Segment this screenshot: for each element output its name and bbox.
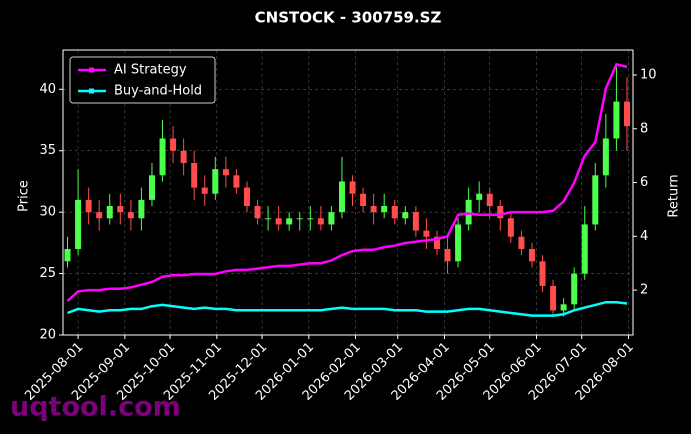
candle-body: [191, 163, 198, 188]
candle-body: [106, 206, 113, 219]
line-series: [67, 300, 628, 317]
plot-frame: [62, 49, 634, 336]
candle-body: [286, 218, 293, 225]
chart-title: CNSTOCK - 300759.SZ: [255, 9, 442, 27]
candle-body: [455, 224, 462, 262]
candle-body: [581, 224, 588, 274]
candle-body: [592, 175, 599, 225]
candle-body: [550, 285, 557, 311]
candle-body: [391, 206, 398, 219]
candle-body: [476, 193, 483, 200]
y-axis-label: Price: [17, 180, 32, 212]
candle-body: [497, 206, 504, 219]
y2-tick-label: 4: [640, 229, 648, 244]
candle-body: [296, 218, 303, 220]
candle-body: [75, 199, 82, 250]
legend-label: Buy-and-Hold: [114, 84, 202, 99]
candle-body: [507, 218, 514, 237]
candle-body: [127, 212, 134, 219]
candle-body: [338, 181, 345, 213]
candle-body: [317, 218, 324, 225]
candle-body: [159, 138, 166, 176]
candle-body: [96, 212, 103, 219]
candle-body: [307, 218, 314, 220]
candle-body: [412, 212, 419, 231]
candle-body: [64, 249, 71, 262]
y-tick-label: 20: [39, 328, 56, 343]
candle-body: [180, 150, 187, 164]
candle-body: [602, 138, 609, 176]
candle-body: [486, 193, 493, 207]
candle-body: [170, 138, 177, 151]
y-tick-label: 40: [39, 82, 56, 97]
candle-body: [148, 175, 155, 200]
candle-body: [222, 169, 229, 176]
y2-tick-label: 6: [640, 175, 648, 190]
candle-body: [370, 206, 377, 213]
candle-body: [328, 212, 335, 225]
y-tick-label: 30: [39, 205, 56, 220]
candle-body: [518, 236, 525, 250]
y2-tick-label: 10: [640, 68, 657, 83]
candle-body: [623, 101, 630, 127]
candle-body: [465, 199, 472, 225]
candle-body: [85, 199, 92, 213]
candle-body: [265, 218, 272, 220]
y-tick-label: 25: [39, 266, 56, 281]
candle-body: [613, 101, 620, 139]
candle-body: [528, 249, 535, 262]
candle-body: [275, 218, 282, 225]
candle-body: [360, 193, 367, 207]
candle-body: [233, 175, 240, 188]
candle-body: [433, 236, 440, 250]
candle-body: [243, 187, 250, 207]
legend-box: [69, 56, 216, 104]
candle-body: [423, 230, 430, 237]
candle-body: [138, 199, 145, 219]
y2-axis-label: Return: [667, 174, 682, 217]
candle-body: [117, 206, 124, 213]
candle-body: [402, 212, 409, 219]
legend-label: AI Strategy: [114, 63, 187, 78]
candle-body: [571, 273, 578, 305]
candle-body: [444, 249, 451, 262]
y2-tick-label: 2: [640, 283, 648, 298]
candle-body: [201, 187, 208, 194]
watermark: uqtool.com: [10, 392, 181, 423]
y-tick-label: 35: [39, 143, 56, 158]
candle-body: [254, 206, 261, 219]
candle-body: [560, 304, 567, 311]
legend-marker: [89, 67, 94, 73]
legend-marker: [89, 88, 94, 94]
y2-tick-label: 8: [640, 121, 648, 136]
candle-body: [539, 261, 546, 286]
candle-body: [349, 181, 356, 194]
candle-body: [381, 206, 388, 213]
candle-body: [212, 169, 219, 194]
line-series: [66, 62, 628, 302]
